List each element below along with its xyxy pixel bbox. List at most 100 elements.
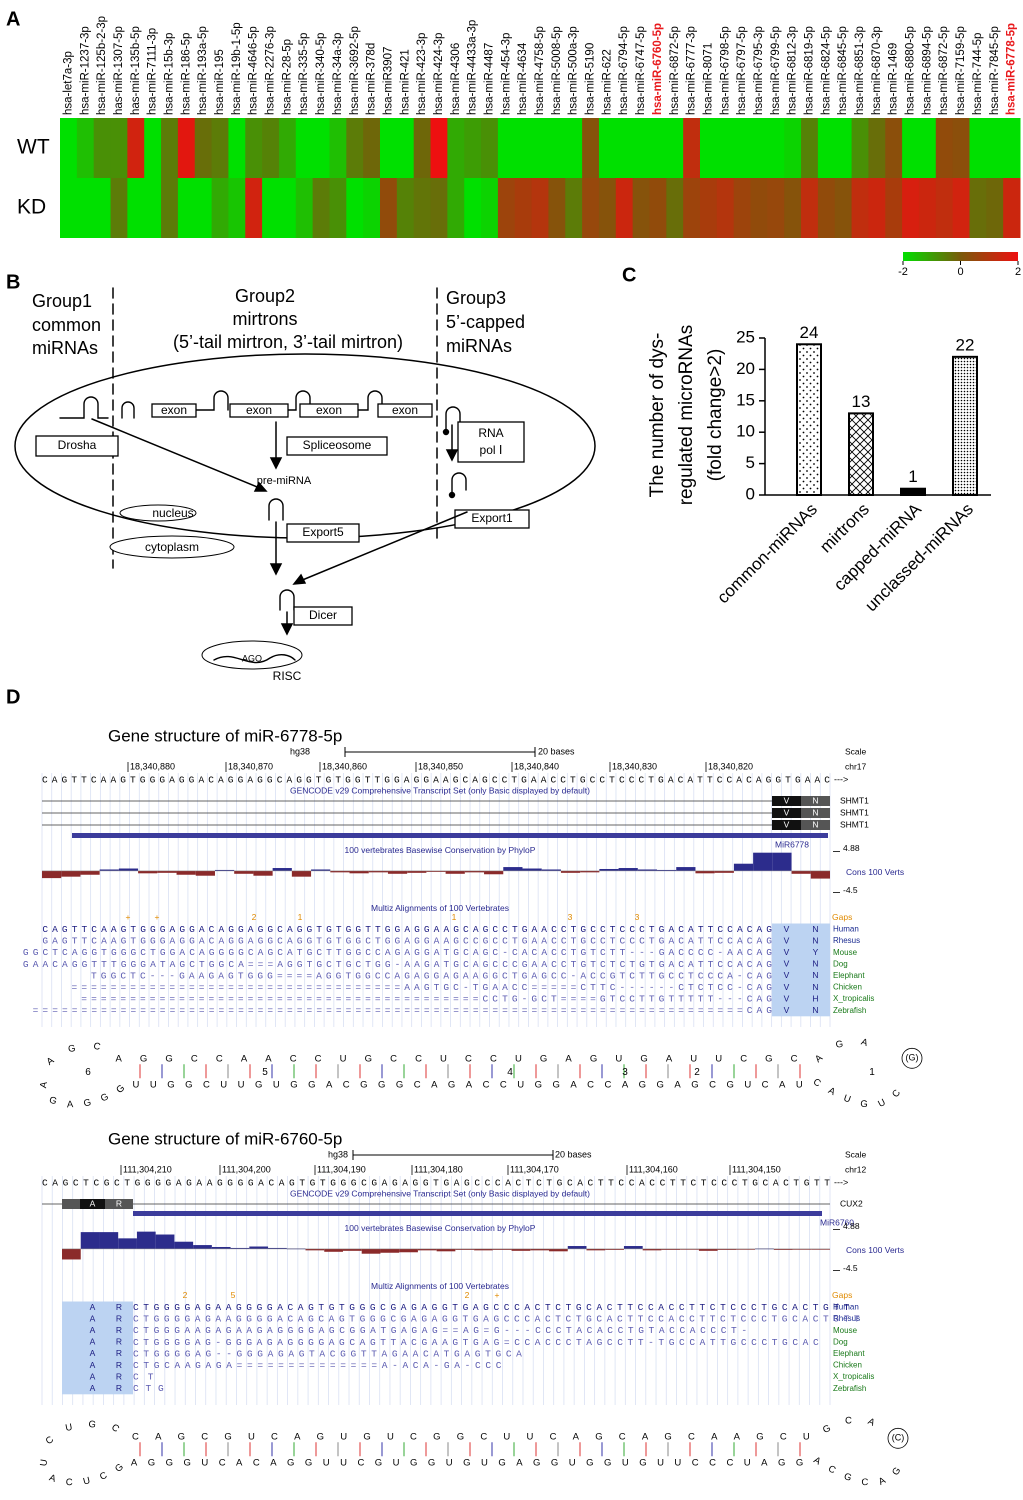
phylop-bar [118, 868, 139, 871]
phylop-bar [330, 870, 350, 873]
alignment-code: A [90, 1371, 96, 1381]
heat-cell [918, 118, 937, 178]
phylop-bar [230, 1247, 250, 1249]
phylop-bar [138, 870, 158, 874]
heat-cell [514, 178, 533, 238]
bar [796, 343, 822, 496]
phylop-bar [80, 870, 100, 875]
phylop-bar [407, 870, 427, 873]
heat-cell [868, 118, 886, 178]
column-label: hsa-miR-378d [366, 43, 378, 115]
species-name: Elephant [833, 1349, 865, 1358]
heat-cell [952, 118, 970, 178]
column-label: hsa-miR-1237-3p [79, 26, 91, 115]
phylop-bar [361, 1248, 381, 1254]
colorbar-tick-label: 0 [957, 266, 963, 278]
export5-box [286, 523, 360, 543]
heat-cell [481, 178, 499, 238]
phylop-bar [811, 1248, 830, 1250]
heat-cell [110, 178, 128, 238]
heat-cell [245, 118, 263, 178]
heat-cell [716, 178, 735, 238]
phylop-bar [530, 1248, 550, 1251]
cons-label: Cons 100 Verts [846, 1245, 904, 1255]
phylop-title: 100 vertebrates Basewise Conservation by… [345, 1223, 536, 1233]
phylop-bar [791, 870, 811, 874]
column-label: hsa-miR-4433a-3p [467, 20, 479, 115]
rna-pol-label: pol Ⅰ [480, 443, 503, 457]
exon-block [772, 820, 801, 830]
phylop-bar [136, 1231, 156, 1249]
alignment-code: N [812, 959, 818, 969]
heat-cell [430, 178, 448, 238]
export1-box [454, 509, 530, 529]
heat-cell [700, 118, 718, 178]
heat-cell [952, 178, 970, 238]
heat-cell [615, 118, 634, 178]
alignment-code: A [90, 1302, 96, 1312]
species-name: Dog [833, 959, 848, 968]
loop-number: 6 [85, 1067, 91, 1078]
heat-cell [329, 178, 347, 238]
column-label: hsa-miR-454-3p [500, 33, 512, 115]
loop-number: 3 [622, 1067, 628, 1078]
heat-cell [716, 118, 735, 178]
multiz-title: Multiz Alignments of 100 Vertebrates [371, 903, 509, 913]
phylop-bar [253, 870, 273, 876]
exon-block [801, 808, 830, 818]
phylop-bar [61, 870, 81, 877]
phylop-bar [698, 1248, 718, 1251]
exon-box [299, 403, 359, 418]
species-name: Chicken [833, 1361, 862, 1370]
scale-title: Scale [845, 746, 867, 756]
heat-cell [346, 178, 364, 238]
heat-cell [447, 118, 465, 178]
colorbar-tick-label: 2 [1015, 266, 1021, 278]
coord-label: 111,304,210 [123, 1164, 172, 1174]
phylop-bar [695, 870, 715, 874]
export1-label: Export1 [471, 511, 513, 525]
exon-label: exon [246, 403, 272, 417]
heat-cell [801, 118, 819, 178]
colorbar [903, 252, 1018, 261]
heat-cell [464, 118, 482, 178]
y-tick-label: 15 [736, 390, 755, 409]
alignment-row: CTGGGAAGAGAAGAGGGGAGCGGATGAGAG==AG=G---C… [133, 1325, 747, 1336]
column-label: has-miR-1307-5p [113, 26, 125, 115]
heat-cell [194, 118, 213, 178]
gap-mark: 1 [298, 912, 303, 922]
species-name: Human [833, 1303, 859, 1312]
value-label: 22 [956, 335, 975, 354]
phylop-bar [541, 869, 561, 871]
alignment-code: V [784, 935, 790, 945]
phylop-bar [99, 1232, 119, 1249]
column-label: hsa-miR-6870-3p [871, 26, 883, 115]
phylop-bar [623, 1246, 643, 1249]
assembly: hg38 [290, 746, 310, 756]
column-label: hsa-miR-6760-5p [652, 23, 664, 115]
phylop-bar [99, 869, 119, 871]
column-label: hsa-miR-6778-5p [1006, 23, 1018, 115]
loop-number: 2 [694, 1067, 700, 1078]
alignment-row: GAGTTCAAGTGGGAGGACAGGAGGCAGGTGTGGCTGGAGG… [42, 936, 772, 947]
column-label: hsa-miR3907 [382, 47, 394, 115]
column-label: hsa-miR-19b-1-5p [231, 22, 243, 115]
column-label: hsa-miR-424-3p [433, 33, 445, 115]
exon-label: exon [161, 403, 187, 417]
heat-cell [380, 178, 398, 238]
alignment-code: A [90, 1313, 96, 1323]
column-label: hsa-miR-6794-5p [618, 26, 630, 115]
phylop-bar [417, 1248, 437, 1251]
panel-label: D [6, 686, 20, 708]
alignment-code: R [116, 1302, 122, 1312]
gap-mark: 1 [452, 912, 457, 922]
phylop-bar [733, 863, 754, 871]
heat-cell [194, 178, 213, 238]
heat-cell [598, 178, 617, 238]
terminal-circle [901, 1047, 923, 1069]
heat-cell [93, 178, 112, 238]
phylop-bar [637, 869, 658, 871]
phylop-bar [676, 867, 696, 871]
loop-number: 5 [262, 1067, 268, 1078]
alignment-row: CTGGGGAGAAGGGGACAGTGTGGGCGAGAGGTGAGCCCAC… [133, 1302, 850, 1313]
